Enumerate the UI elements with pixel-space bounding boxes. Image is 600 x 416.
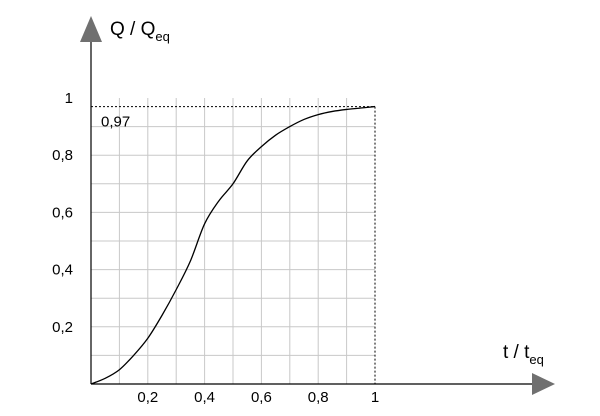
x-tick-label: 0,6: [251, 389, 272, 406]
y-axis-label: Q / Qeq: [110, 19, 170, 44]
axes: [80, 16, 555, 395]
y-axis-arrow: [80, 16, 102, 42]
annotation-label: 0,97: [101, 114, 130, 131]
x-tick-label: 0,2: [137, 389, 158, 406]
x-tick-label: 0,4: [194, 389, 215, 406]
y-tick-label: 0,6: [52, 204, 73, 221]
y-tick-label: 0,4: [52, 262, 73, 279]
annotation-layer: 0,97: [91, 106, 376, 384]
y-tick-label: 0,8: [52, 147, 73, 164]
grid: [91, 98, 375, 384]
series-curve: [90, 105, 376, 385]
y-tick-label: 1: [65, 90, 73, 107]
x-tick-label: 0,8: [308, 389, 329, 406]
curve-layer: [90, 105, 376, 385]
x-tick-label: 1: [371, 389, 379, 406]
x-axis-arrow: [532, 373, 555, 395]
x-axis-label: t / teq: [503, 342, 544, 367]
y-tick-label: 0,2: [52, 319, 73, 336]
tick-labels: 0,2 0,4 0,6 0,8 1 0,2 0,4 0,6 0,8 1: [52, 90, 379, 406]
